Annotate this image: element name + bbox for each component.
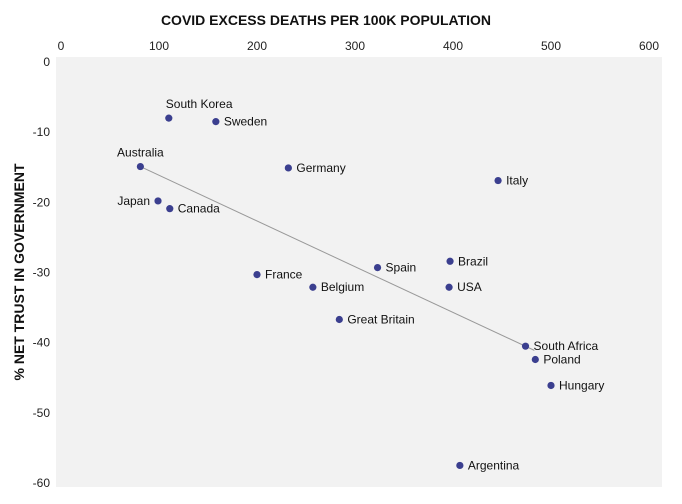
point-label: Sweden <box>224 115 267 129</box>
point-label: Canada <box>178 202 220 216</box>
point-label: Hungary <box>559 378 604 392</box>
point-label: South Korea <box>166 97 233 111</box>
data-point <box>494 176 502 185</box>
point-label: Argentina <box>468 458 520 472</box>
point-label: Japan <box>117 194 150 208</box>
y-tick-label: -30 <box>33 266 51 280</box>
x-tick-label: 0 <box>58 39 65 53</box>
x-axis-title: COVID EXCESS DEATHS PER 100K POPULATION <box>161 12 491 28</box>
point-label: Great Britain <box>347 313 414 327</box>
x-tick-label: 400 <box>443 39 463 53</box>
x-tick-label: 300 <box>345 39 365 53</box>
data-point <box>373 263 382 272</box>
point-label: Spain <box>386 261 417 275</box>
data-point <box>445 283 453 291</box>
point-label: South Africa <box>534 339 599 353</box>
point-label: France <box>265 268 303 282</box>
data-point <box>165 114 173 122</box>
y-tick-label: -10 <box>33 125 51 139</box>
point-label: Australia <box>117 146 164 160</box>
x-tick-label: 100 <box>149 39 169 53</box>
data-point <box>531 355 539 364</box>
data-point <box>446 257 454 265</box>
plot-area <box>56 57 662 487</box>
data-point <box>284 164 292 172</box>
y-tick-label: -60 <box>33 476 51 490</box>
y-tick-label: 0 <box>43 55 50 69</box>
data-point <box>136 162 144 171</box>
y-tick-label: -20 <box>33 195 51 209</box>
x-tick-label: 500 <box>541 39 561 53</box>
y-axis-title: % NET TRUST IN GOVERNMENT <box>11 163 27 380</box>
data-point <box>335 315 343 324</box>
point-label: USA <box>457 280 482 294</box>
point-label: Belgium <box>321 280 364 294</box>
data-point <box>521 342 530 350</box>
y-tick-label: -50 <box>33 406 51 420</box>
x-tick-label: 200 <box>247 39 267 53</box>
data-point <box>253 271 261 279</box>
point-label: Poland <box>543 353 580 367</box>
data-point <box>456 461 464 470</box>
data-point <box>154 197 162 205</box>
point-label: Germany <box>296 161 345 175</box>
y-tick-label: -40 <box>33 336 51 350</box>
data-point <box>212 118 220 126</box>
x-tick-label: 600 <box>639 39 659 53</box>
data-point <box>309 283 317 291</box>
trend-line <box>140 166 535 351</box>
point-label: Italy <box>506 174 528 188</box>
data-point <box>166 205 174 213</box>
point-label: Brazil <box>458 254 488 268</box>
data-point <box>547 381 555 390</box>
